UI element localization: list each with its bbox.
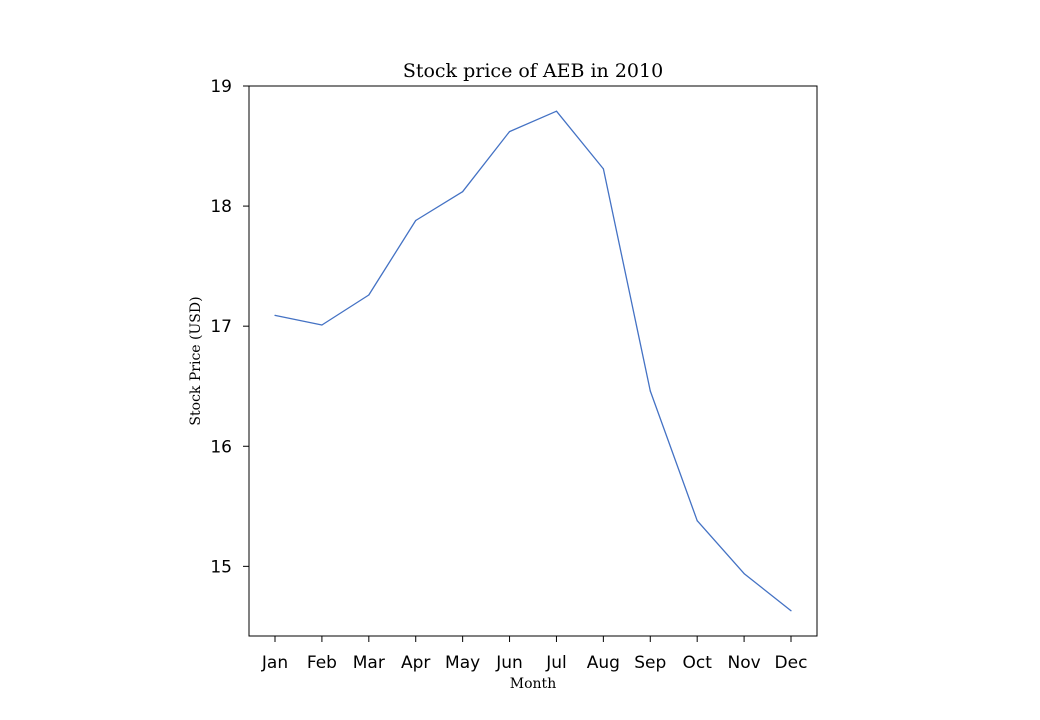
- y-tick-label: 15: [210, 557, 232, 577]
- x-tick-label: Mar: [353, 653, 385, 673]
- data-point: [602, 168, 604, 170]
- x-tick-label: Feb: [307, 653, 337, 673]
- y-tick-label: 17: [210, 317, 232, 337]
- plot-frame: [248, 85, 818, 637]
- data-point: [415, 219, 417, 222]
- x-tick-label: Aug: [587, 653, 620, 673]
- plot-area: Jan Feb Mar Apr May Jun Jul Aug Sep Oct Nov Dec 15 16…: [210, 77, 818, 673]
- data-point: [368, 294, 370, 296]
- x-tick-label: Dec: [775, 653, 808, 673]
- data-point: [649, 390, 651, 392]
- y-tick-label: 18: [210, 197, 232, 217]
- x-tick-label: Jun: [495, 653, 523, 673]
- x-tick-label: Nov: [727, 653, 760, 673]
- data-point: [743, 572, 745, 575]
- data-point: [274, 314, 276, 316]
- data-point: [508, 131, 511, 133]
- y-tick-label: 19: [210, 77, 232, 97]
- chart-title: Stock price of AEB in 2010: [403, 60, 663, 82]
- x-tick-label: Oct: [682, 653, 712, 673]
- y-axis-label: Stock Price (USD): [188, 296, 204, 425]
- data-point: [555, 110, 558, 112]
- data-point: [462, 191, 464, 193]
- x-tick-label: Sep: [634, 653, 666, 673]
- x-tick-label: Apr: [401, 653, 430, 673]
- x-axis-label: Month: [510, 676, 556, 692]
- x-tick-label: Jan: [261, 653, 288, 673]
- data-point: [696, 520, 698, 522]
- x-tick-label: May: [445, 653, 480, 673]
- data-point: [790, 610, 792, 612]
- y-tick-label: 16: [210, 437, 232, 457]
- x-tick-label: Jul: [545, 653, 567, 673]
- series-line: [274, 110, 792, 612]
- data-point: [321, 324, 323, 326]
